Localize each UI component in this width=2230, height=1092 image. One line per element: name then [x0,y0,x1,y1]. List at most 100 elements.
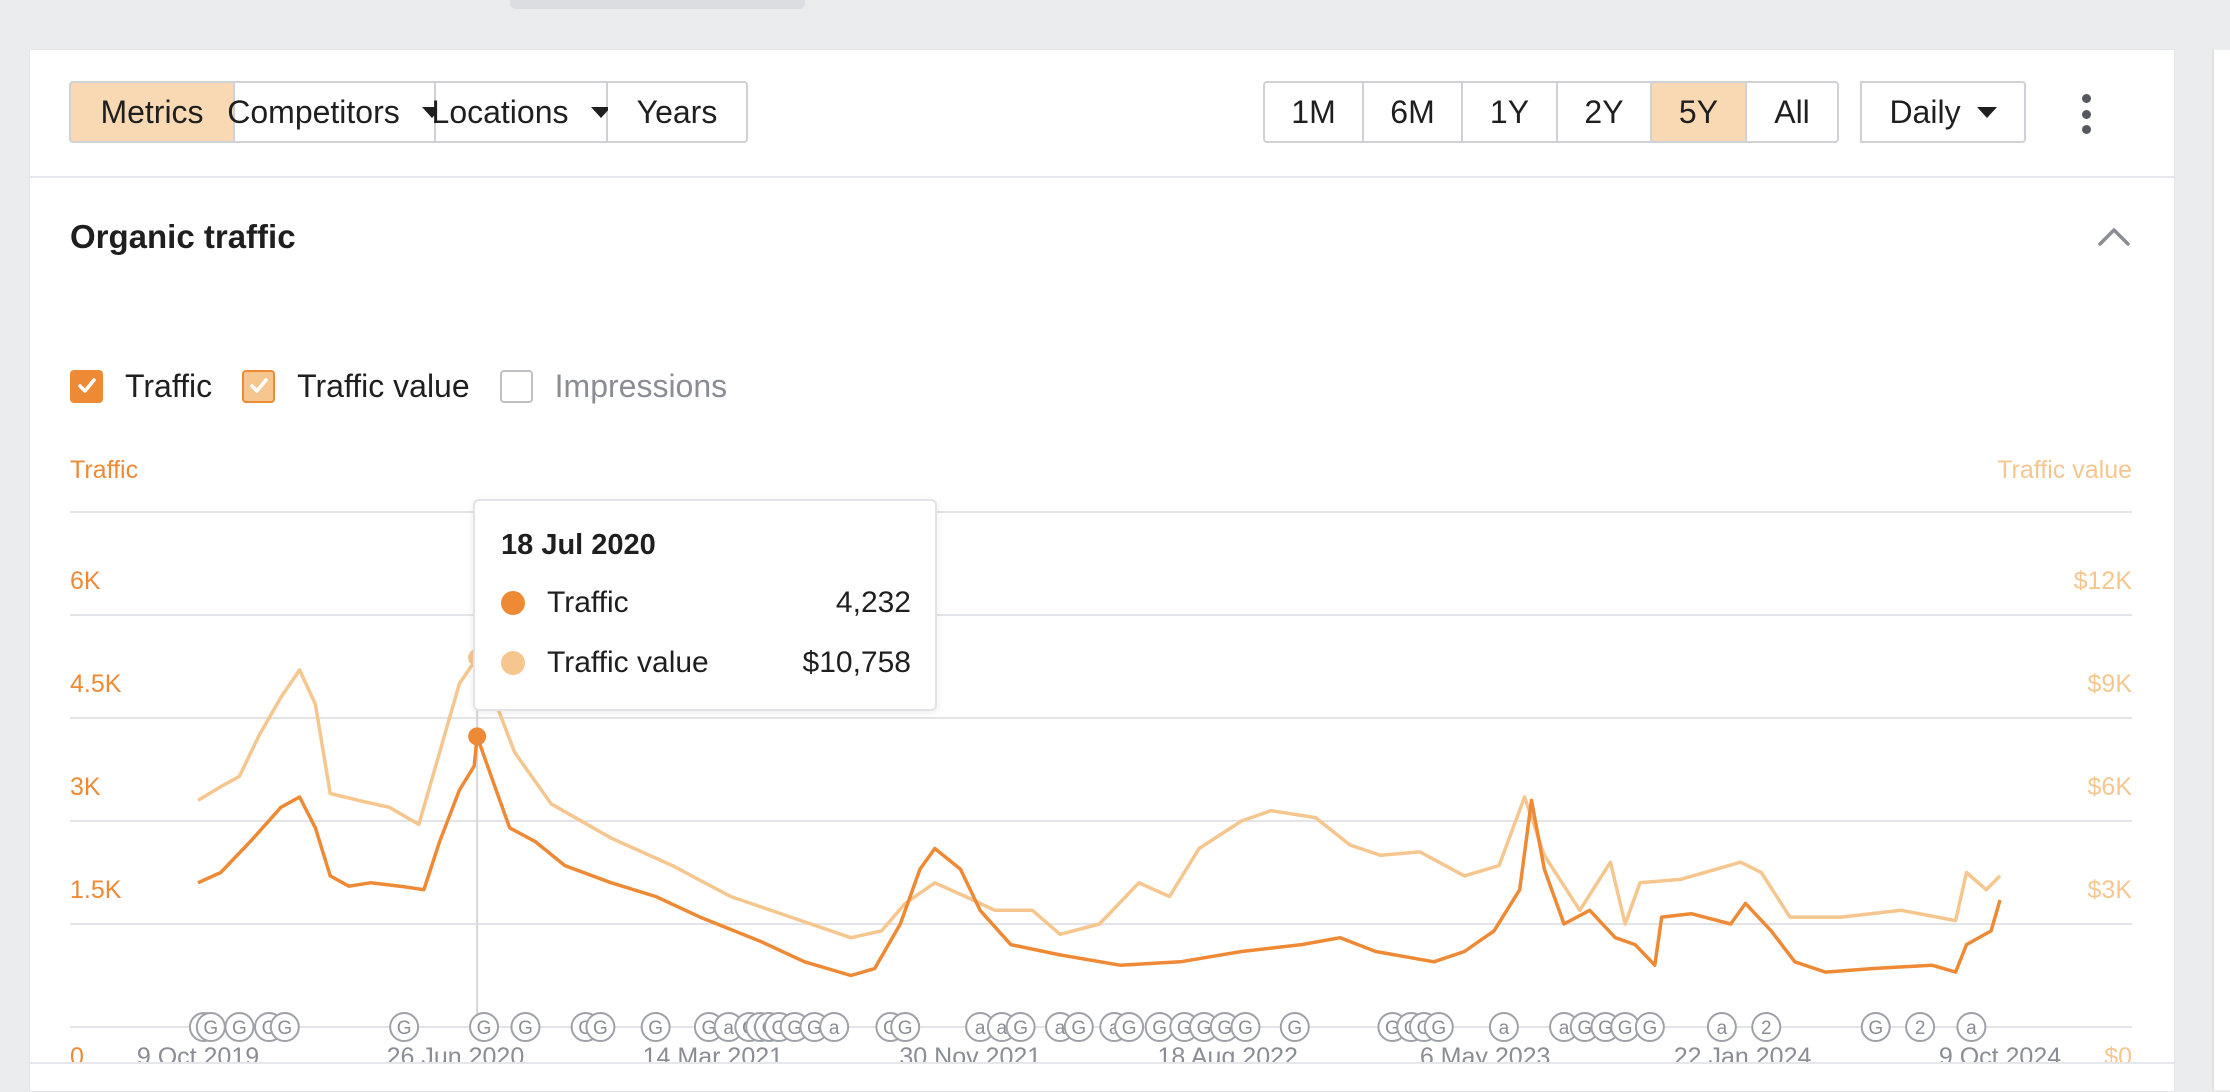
competitors-label: Competitors [227,93,400,130]
right-tick-label: $12K [2074,567,2133,595]
event-marker-label: a [1966,1018,1977,1039]
x-tick-label: 26 Jun 2020 [387,1043,525,1062]
x-tick-label: 9 Oct 2024 [1939,1043,2061,1062]
event-marker-label: a [1717,1018,1728,1039]
x-tick-label: 14 Mar 2021 [643,1043,783,1062]
kebab-vertical-icon[interactable] [2079,94,2093,134]
event-marker: G [1189,1012,1220,1042]
event-marker-circle [1634,1012,1665,1042]
event-marker-circle [510,1012,541,1042]
locations-dropdown[interactable]: Locations [432,81,611,143]
left-axis-label: Traffic [70,456,138,484]
event-marker-label: G [1577,1018,1592,1039]
top-tab-handle[interactable] [510,0,805,9]
event-marker-label: a [975,1018,986,1039]
organic-traffic-chart[interactable]: Traffic Traffic value 0 1.5K 3K 4.5K 6K $0 $3K… [30,440,2174,1062]
event-marker-label: a [997,1018,1008,1039]
event-marker-label: G [1217,1018,1232,1039]
left-tick-label: 1.5K [70,876,122,904]
event-marker-label: G [702,1018,717,1039]
event-marker: G [1423,1012,1454,1042]
series-legend: Traffic Traffic value Impressions [70,365,757,407]
event-marker-circle [819,1012,850,1042]
range-all-button[interactable]: All [1747,81,1839,143]
event-marker: G [1230,1012,1261,1042]
event-marker-label: a [1559,1018,1570,1039]
event-marker-label: G [898,1018,913,1039]
range-5y-button[interactable]: 5Y [1652,81,1747,143]
event-marker-circle [1114,1012,1145,1042]
range-1y-button[interactable]: 1Y [1463,81,1558,143]
event-marker: 2 [1905,1012,1936,1042]
event-marker-label: G [648,1018,663,1039]
caret-down-icon [1976,106,1997,118]
event-marker: G [585,1012,616,1042]
chevron-up-icon[interactable] [2097,225,2131,247]
x-tick-label: 18 Aug 2022 [1158,1043,1298,1062]
traffic-value-checkbox[interactable] [242,369,276,403]
competitors-dropdown[interactable]: Competitors [227,81,442,143]
left-tick-label: 6K [70,567,101,595]
event-marker-label: G [1013,1018,1028,1039]
range-label: 6M [1390,93,1435,130]
legend-traffic[interactable]: Traffic [70,368,212,405]
event-marker-label: G [477,1018,492,1039]
checkmark-icon [77,378,96,393]
event-marker-label: G [1122,1018,1137,1039]
event-marker: G [1634,1012,1665,1042]
event-marker-label: G [787,1018,802,1039]
event-marker-label: G [1868,1018,1883,1039]
event-marker-circle [389,1012,420,1042]
event-marker-circle [1423,1012,1454,1042]
adjacent-panel-edge [2212,50,2230,1090]
event-marker: 2 [1751,1012,1782,1042]
x-tick-label: 6 May 2023 [1420,1043,1551,1062]
legend-impressions[interactable]: Impressions [499,368,727,405]
y-axis-ticks: 0 1.5K 3K 4.5K 6K $0 $3K $6K $9K $12K [70,567,2132,1062]
event-marker: a [965,1012,996,1042]
range-2y-button[interactable]: 2Y [1558,81,1652,143]
event-marker-label: G [232,1018,247,1039]
range-button-group: 1M 6M 1Y 2Y 5Y All [1263,81,1839,143]
right-tick-label: $9K [2088,670,2133,698]
traffic-checkbox[interactable] [70,369,103,403]
event-marker-label: G [1197,1018,1212,1039]
event-marker-label: G [1642,1018,1657,1039]
tooltip-value: 4,232 [835,586,911,619]
event-marker-circle [585,1012,616,1042]
interval-dropdown[interactable]: Daily [1860,81,2026,143]
view-button-group: Metrics Competitors Locations Years [69,81,748,143]
metrics-label: Metrics [100,93,204,130]
event-marker-label: G [1071,1018,1086,1039]
event-marker-label: G [1385,1018,1400,1039]
section-title: Organic traffic [70,218,296,255]
chart-gridlines [70,511,2132,1028]
event-markers: GGGGGGGGGGGGaGGGGGGaGGaaGaGaGGGGGGGGGGGa… [188,1012,1987,1042]
event-marker-label: G [1238,1018,1253,1039]
legend-traffic-value[interactable]: Traffic value [242,368,470,405]
event-marker-circle [1005,1012,1036,1042]
interval-label: Daily [1889,93,1961,130]
traffic-value-legend-label: Traffic value [297,367,470,404]
checkmark-icon [249,378,268,393]
metrics-button[interactable]: Metrics [69,81,235,143]
event-marker: a [713,1012,744,1042]
event-marker-circle [224,1012,255,1042]
tooltip-label: Traffic value [547,646,709,679]
event-marker-label: G [397,1018,412,1039]
x-axis-ticks: 9 Oct 2019 26 Jun 2020 14 Mar 2021 30 Nov 2… [137,1043,2061,1062]
event-marker: G [1063,1012,1094,1042]
range-6m-button[interactable]: 6M [1364,81,1463,143]
range-1m-button[interactable]: 1M [1263,81,1364,143]
tooltip-label: Traffic [547,586,629,619]
event-marker-label: G [203,1018,218,1039]
organic-traffic-card: Metrics Competitors Locations Years 1M 6… [29,49,2175,1092]
tooltip-date: 18 Jul 2020 [501,529,656,561]
event-marker-label: G [1152,1018,1167,1039]
event-marker: G [1610,1012,1641,1042]
years-button[interactable]: Years [608,81,748,143]
event-marker: G [224,1012,255,1042]
event-marker-label: G [1618,1018,1633,1039]
event-marker-circle [269,1012,300,1042]
impressions-checkbox[interactable] [499,369,533,403]
